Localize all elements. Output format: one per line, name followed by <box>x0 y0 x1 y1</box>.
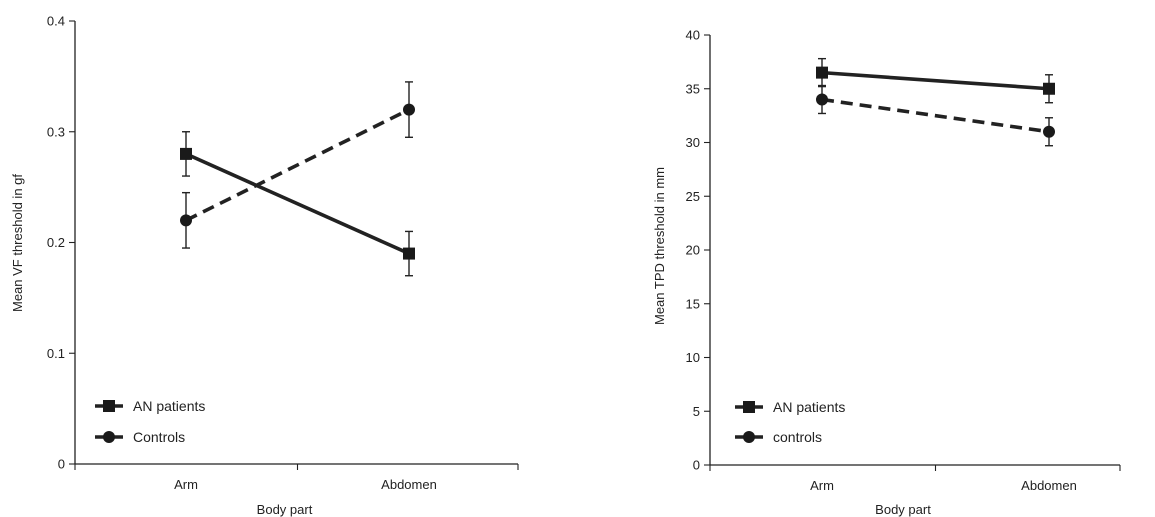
y-tick-label: 40 <box>686 28 700 43</box>
chart-1: 0 0.1 0.2 0.3 0.4 Arm Abdomen Body part Mean VF … <box>10 14 519 517</box>
data-point-square <box>1043 82 1055 95</box>
legend-label: controls <box>773 429 822 445</box>
series-line <box>821 70 1050 91</box>
legend-marker-circle <box>743 431 755 443</box>
legend-item: AN patients <box>735 399 845 415</box>
data-point-circle <box>180 214 192 227</box>
x-tick-label: Abdomen <box>1021 478 1077 493</box>
y-tick-label: 20 <box>686 243 700 258</box>
y-tick-label: 0.3 <box>47 124 65 139</box>
data-point-square <box>180 147 192 160</box>
y-tick-label: 15 <box>686 296 700 311</box>
y-tick-label: 0 <box>693 458 700 473</box>
data-point-circle <box>816 93 828 106</box>
legend-marker-circle <box>103 431 115 443</box>
y-tick-label: 10 <box>686 350 700 365</box>
chart-2: 0 5 10 15 20 25 30 35 40 Arm Abdomen Body part Mean … <box>652 28 1121 517</box>
series-line <box>821 97 1050 134</box>
legend-item: AN patients <box>95 398 205 414</box>
x-tick-label: Arm <box>174 477 198 492</box>
y-axis-label: Mean TPD threshold in mm <box>652 167 667 325</box>
x-axis-label: Body part <box>257 502 313 517</box>
y-tick-label: 5 <box>693 404 700 419</box>
legend-label: AN patients <box>773 399 845 415</box>
x-tick-label: Arm <box>810 478 834 493</box>
data-point-circle <box>1043 125 1055 138</box>
data-point-square <box>403 247 415 260</box>
series-2 <box>180 81 415 249</box>
legend-marker-square <box>103 400 115 412</box>
series-line <box>185 107 410 222</box>
series-1 <box>180 131 415 277</box>
legend-label: Controls <box>133 429 185 445</box>
y-tick-label: 35 <box>686 81 700 96</box>
x-axis-label: Body part <box>875 502 931 517</box>
y-tick-label: 0 <box>58 457 65 472</box>
series-1 <box>816 57 1055 104</box>
legend-item: Controls <box>95 429 185 445</box>
y-tick-label: 0.2 <box>47 235 65 250</box>
legend-item: controls <box>735 429 822 445</box>
y-tick-label: 30 <box>686 135 700 150</box>
data-point-circle <box>403 103 415 116</box>
legend-marker-square <box>743 401 755 413</box>
y-tick-label: 0.1 <box>47 346 65 361</box>
series-2 <box>816 84 1055 147</box>
series-line <box>185 152 410 256</box>
x-tick-label: Abdomen <box>381 477 437 492</box>
legend-label: AN patients <box>133 398 205 414</box>
y-tick-label: 0.4 <box>47 14 65 29</box>
y-tick-label: 25 <box>686 189 700 204</box>
data-point-square <box>816 66 828 79</box>
y-axis-label: Mean VF threshold in gf <box>10 174 25 312</box>
